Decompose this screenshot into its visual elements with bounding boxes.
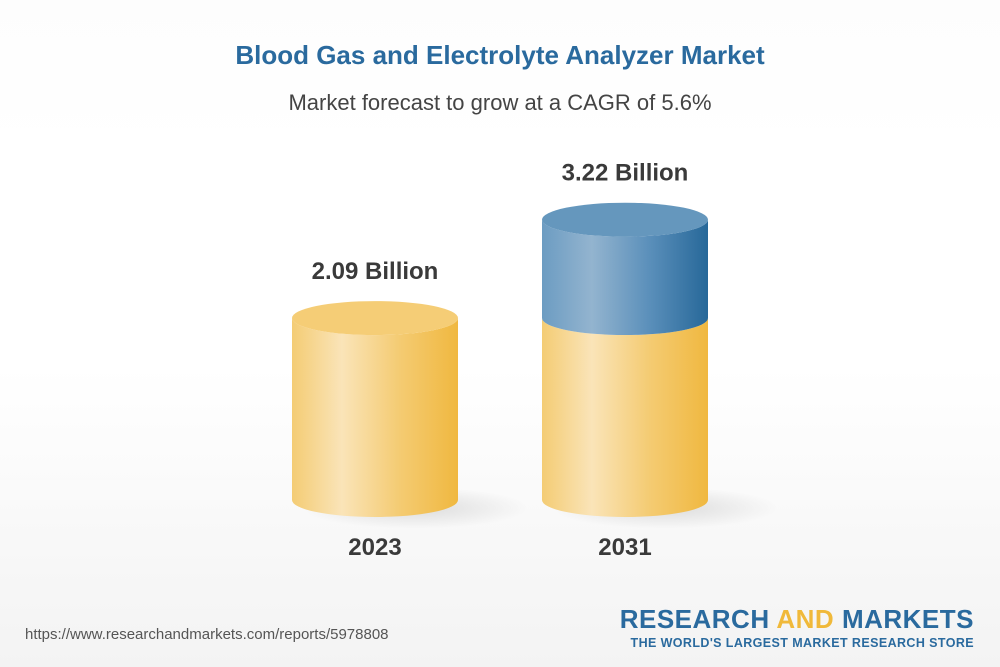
research-and-markets-logo: RESEARCH AND MARKETS THE WORLD'S LARGEST… — [620, 605, 974, 650]
chart-area: 2.09 Billion 2023 3.22 Billion 2031 — [292, 160, 778, 561]
data-label: 2.09 Billion — [312, 258, 439, 285]
header-background — [0, 0, 1000, 150]
category-label: 2031 — [598, 534, 651, 561]
logo-tagline: THE WORLD'S LARGEST MARKET RESEARCH STOR… — [630, 636, 974, 650]
category-label: 2023 — [348, 534, 401, 561]
bar-top-2023 — [292, 301, 458, 336]
chart-title: Blood Gas and Electrolyte Analyzer Marke… — [235, 40, 765, 70]
bar-2023 — [292, 318, 458, 517]
report-url[interactable]: https://www.researchandmarkets.com/repor… — [25, 626, 389, 643]
data-label: 3.22 Billion — [562, 160, 689, 187]
bar-2031-base — [542, 318, 708, 517]
logo-text-research: RESEARCH — [619, 604, 777, 634]
bar-2031-growth — [542, 219, 708, 336]
chart-subtitle: Market forecast to grow at a CAGR of 5.6… — [288, 90, 712, 115]
bar-top-2031 — [542, 202, 708, 237]
logo-text-and: AND — [776, 604, 835, 634]
logo-text-markets: MARKETS — [834, 604, 974, 634]
